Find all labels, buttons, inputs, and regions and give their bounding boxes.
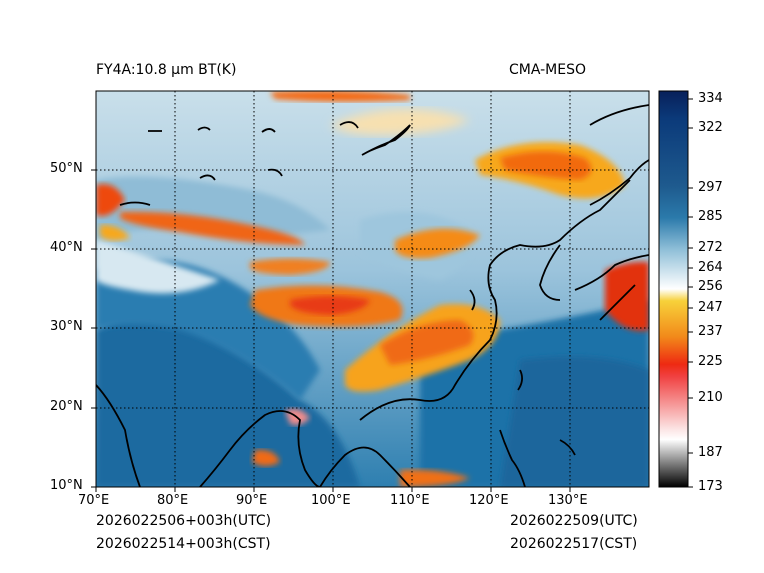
colorbar [658,90,689,488]
cbar-label-173: 173 [698,479,723,494]
lon-label-120e: 120°E [469,493,509,508]
cbar-label-322: 322 [698,120,723,135]
init-time-cst: 2026022514+003h(CST) [96,536,271,552]
valid-time-cst: 2026022517(CST) [510,536,638,552]
cbar-label-334: 334 [698,91,723,106]
cbar-label-247: 247 [698,300,723,315]
coastlines [96,104,649,487]
cbar-label-264: 264 [698,260,723,275]
lon-label-110e: 110°E [390,493,430,508]
lon-label-130e: 130°E [548,493,588,508]
cbar-label-272: 272 [698,240,723,255]
lat-label-10n: 10°N [50,478,83,493]
satellite-image [96,91,649,487]
colorbar-ticks [688,98,693,488]
map-frame [95,90,650,488]
cbar-label-210: 210 [698,390,723,405]
lat-label-30n: 30°N [50,319,83,334]
valid-time-utc: 2026022509(UTC) [510,513,638,529]
lat-label-40n: 40°N [50,240,83,255]
cbar-label-297: 297 [698,180,723,195]
lon-label-80e: 80°E [157,493,189,508]
lon-label-100e: 100°E [311,493,351,508]
product-title: FY4A:10.8 µm BT(K) [96,62,237,78]
graticule [96,91,649,487]
lon-label-70e: 70°E [78,493,110,508]
axis-ticks [91,169,571,492]
cbar-label-237: 237 [698,324,723,339]
lat-label-50n: 50°N [50,161,83,176]
init-time-utc: 2026022506+003h(UTC) [96,513,272,529]
cbar-label-285: 285 [698,209,723,224]
source-title: CMA-MESO [509,62,587,78]
cbar-label-187: 187 [698,445,723,460]
cbar-label-256: 256 [698,279,723,294]
cbar-label-225: 225 [698,354,723,369]
lon-label-90e: 90°E [236,493,268,508]
cloud-bands [96,91,649,487]
lat-label-20n: 20°N [50,399,83,414]
